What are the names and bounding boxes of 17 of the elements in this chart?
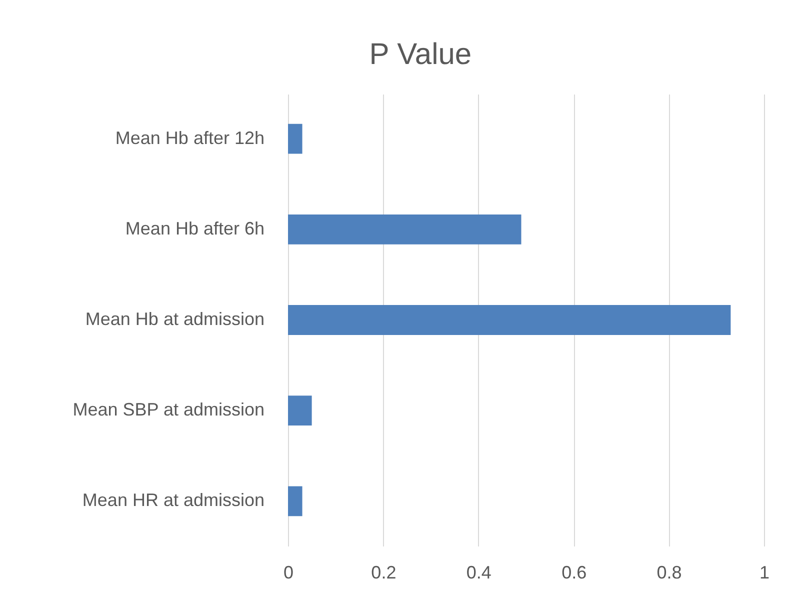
chart-title: P Value (369, 38, 472, 71)
bar (288, 396, 312, 426)
bar (288, 486, 302, 516)
y-tick-label: Mean Hb at admission (85, 309, 264, 329)
y-tick-label: Mean SBP at admission (72, 400, 264, 420)
x-tick-label: 0.6 (562, 562, 587, 582)
x-tick-label: 0.8 (656, 562, 682, 582)
bar (288, 124, 302, 154)
bar (288, 214, 522, 244)
x-tick-label: 1 (759, 562, 770, 582)
y-tick-label: Mean Hb after 6h (125, 218, 264, 238)
x-tick-label: 0.2 (371, 562, 396, 582)
y-tick-label: Mean HR at admission (82, 490, 264, 510)
bar (288, 305, 731, 335)
y-tick-label: Mean Hb after 12h (115, 128, 264, 148)
x-tick-label: 0 (283, 562, 294, 582)
x-tick-label: 0.4 (466, 562, 492, 582)
